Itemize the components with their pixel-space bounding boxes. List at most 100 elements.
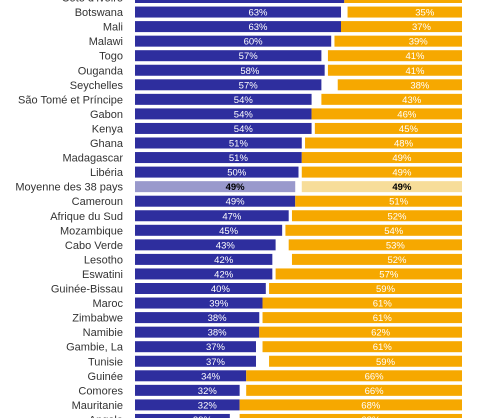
value-label-series-1: 34%: [201, 371, 221, 382]
bar-segment-series-1: [135, 6, 342, 18]
value-label-series-1: 51%: [229, 153, 249, 164]
value-label-series-1: 43%: [216, 240, 236, 251]
value-label-series-2: 49%: [392, 182, 412, 193]
bar-segment-series-2: [285, 224, 462, 236]
bar-segment-series-2: [246, 384, 462, 396]
category-label: Malawi: [89, 36, 123, 48]
value-label-series-2: 43%: [402, 95, 422, 106]
bar-segment-series-2: [301, 152, 462, 164]
category-label: Comores: [78, 385, 123, 397]
value-label-series-1: 39%: [209, 299, 229, 310]
bar-segment-series-2: [275, 268, 462, 280]
value-label-series-2: 52%: [387, 211, 407, 222]
category-label: Seychelles: [70, 80, 124, 92]
category-label: Eswatini: [82, 269, 123, 281]
bar-segment-series-1: [135, 326, 260, 338]
value-label-series-1: 47%: [222, 211, 242, 222]
value-label-series-1: 57%: [239, 51, 259, 62]
category-label: Ghana: [90, 138, 124, 150]
bar-segment-series-2: [327, 50, 462, 62]
value-label-series-2: 59%: [376, 357, 396, 368]
value-label-series-2: 39%: [409, 37, 429, 48]
bar-segment-series-2: [301, 166, 462, 178]
value-label-series-1: 57%: [239, 80, 259, 91]
bar-segment-series-1: [135, 79, 322, 91]
value-label-series-2: 59%: [376, 284, 396, 295]
value-label-series-1: 49%: [226, 182, 246, 193]
category-label: Kenya: [92, 123, 124, 135]
bar-segment-series-1: [135, 108, 312, 120]
bar-segment-series-2: [314, 122, 462, 134]
category-label: Namibie: [83, 327, 123, 339]
bar-segment-series-2: [262, 312, 462, 324]
value-label-series-2: 57%: [379, 269, 399, 280]
value-label-series-1: 32%: [198, 386, 218, 397]
bar-segment-series-1: [135, 21, 342, 33]
value-label-series-1: 42%: [214, 255, 234, 266]
bar-segment-series-1: [135, 384, 240, 396]
value-label-series-1: 49%: [226, 197, 246, 208]
category-label: Tunisie: [88, 356, 123, 368]
bar-segment-series-1: [135, 195, 296, 207]
value-label-series-1: 54%: [234, 109, 254, 120]
bar-segment-series-2: [311, 108, 462, 120]
value-label-series-2: 46%: [397, 109, 417, 120]
bar-segment-series-1: [135, 283, 266, 294]
category-label: Afrique du Sud: [50, 211, 123, 223]
bar-segment-series-1: [135, 268, 273, 280]
bar-segment-series-2: [291, 210, 462, 222]
category-label: Mozambique: [60, 225, 123, 237]
bar-segment-series-2: [239, 413, 462, 418]
value-label-series-1: 63%: [248, 22, 268, 33]
bar-segment-series-1: [135, 181, 296, 193]
category-label: Botswana: [75, 7, 124, 19]
bar-segment-series-2: [337, 79, 462, 91]
value-label-series-1: 45%: [219, 226, 239, 237]
value-label-series-2: 49%: [392, 168, 412, 179]
value-label-series-1: 40%: [211, 284, 231, 295]
category-label: Togo: [99, 51, 123, 63]
value-label-series-2: 53%: [386, 240, 406, 251]
bar-segment-series-1: [135, 152, 302, 164]
value-label-series-1: 29%: [193, 415, 213, 418]
bar-segment-series-1: [135, 239, 276, 251]
value-label-series-1: 38%: [208, 313, 228, 324]
category-label: Guinée-Bissau: [51, 284, 123, 296]
value-label-series-2: 51%: [389, 197, 409, 208]
category-label: Libéria: [90, 167, 124, 179]
bar-segment-series-2: [262, 297, 462, 309]
bar-segment-series-2: [341, 21, 462, 33]
value-label-series-2: 68%: [361, 415, 381, 418]
category-label: Ouganda: [78, 65, 124, 77]
value-label-series-2: 48%: [394, 139, 414, 150]
value-label-series-2: 54%: [384, 226, 404, 237]
value-label-series-1: 63%: [248, 8, 268, 19]
value-label-series-2: 66%: [365, 371, 385, 382]
category-label: Maroc: [92, 298, 123, 310]
bar-segment-series-1: [135, 253, 273, 265]
bar-segment-series-1: [135, 413, 230, 418]
bar-segment-series-2: [269, 355, 462, 367]
bar-segment-series-2: [288, 239, 462, 251]
category-label: Madagascar: [62, 153, 123, 165]
bar-segment-series-1: [135, 355, 256, 367]
category-label: Guinée: [88, 371, 123, 383]
category-label: Mali: [103, 22, 123, 34]
category-label: Moyenne des 38 pays: [15, 182, 123, 194]
category-label: Gambie, La: [66, 342, 124, 354]
value-label-series-2: 41%: [405, 51, 425, 62]
value-label-series-2: 52%: [387, 255, 407, 266]
bar-segment-series-2: [259, 326, 462, 338]
bar-segment-series-2: [301, 181, 462, 193]
category-label: Gabon: [90, 109, 123, 121]
category-label: Cameroun: [72, 196, 123, 208]
value-label-series-2: 66%: [365, 386, 385, 397]
bar-segment-series-2: [269, 283, 462, 294]
chart-rows: Côte d'Ivoire Botswana 63% 35% Mali 63% 37% Mal…: [15, 0, 462, 418]
value-label-series-1: 37%: [206, 357, 226, 368]
bar-segment-series-2: [347, 6, 462, 18]
value-label-series-2: 61%: [373, 313, 393, 324]
bar-segment-series-1: [135, 312, 260, 324]
value-label-series-1: 37%: [206, 342, 226, 353]
